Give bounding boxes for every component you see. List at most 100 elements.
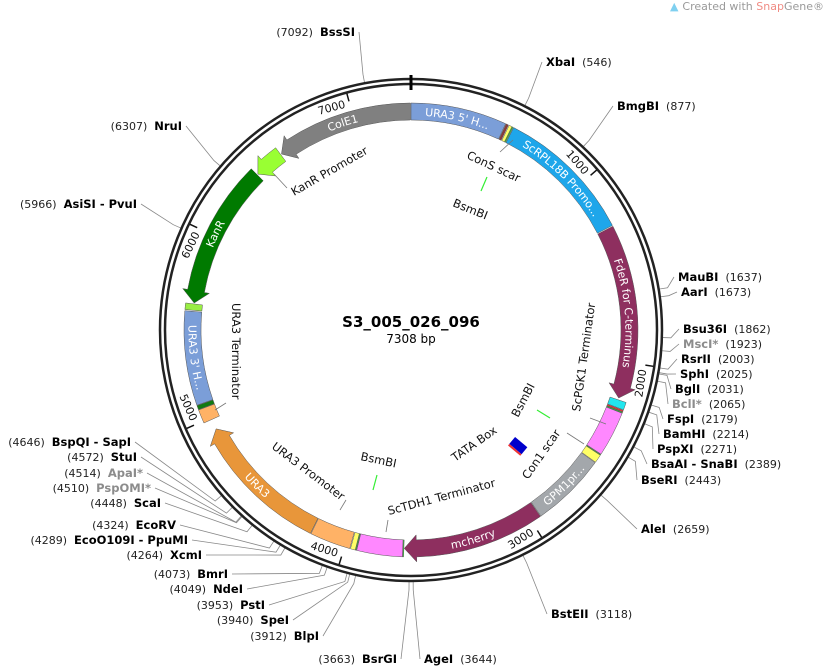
restriction-site-msci[interactable]: MscI* (1923)	[683, 337, 762, 351]
restriction-site-xbai[interactable]: XbaI (546)	[546, 55, 612, 69]
restriction-site-scai[interactable]: (4448) ScaI	[90, 496, 161, 510]
site-label[interactable]: MauBI (1637)	[678, 270, 762, 284]
site-label[interactable]: AgeI (3644)	[424, 652, 497, 666]
site-label[interactable]: AarI (1673)	[681, 285, 751, 299]
site-label[interactable]: (3663) BsrGI	[318, 652, 397, 666]
restriction-site-bcli[interactable]: BclI* (2065)	[672, 397, 745, 411]
feature-marker[interactable]	[310, 518, 355, 549]
site-label[interactable]: RsrII (2003)	[681, 352, 755, 366]
restriction-site-ecoo109i-ppumi[interactable]: (4289) EcoO109I - PpuMI	[30, 533, 188, 547]
feature-marker[interactable]	[350, 532, 360, 551]
restriction-site-rsrii[interactable]: RsrII (2003)	[681, 352, 755, 366]
site-label[interactable]: SphI (2025)	[680, 367, 753, 381]
site-label[interactable]: BmgBI (877)	[617, 99, 696, 113]
restriction-site-pspxi[interactable]: PspXI (2271)	[657, 442, 737, 456]
feature-marker[interactable]	[198, 403, 220, 424]
restriction-site-apai[interactable]: (4514) ApaI*	[64, 466, 143, 480]
restriction-site-agei[interactable]: AgeI (3644)	[424, 652, 497, 666]
site-label[interactable]: (5966) AsiSI - PvuI	[20, 197, 137, 211]
feature-gpm1pr[interactable]	[530, 452, 596, 517]
feature-marker[interactable]	[581, 445, 601, 463]
restriction-site-bmri[interactable]: (4073) BmrI	[154, 567, 228, 581]
site-label[interactable]: BclI* (2065)	[672, 397, 745, 411]
site-label[interactable]: (4324) EcoRV	[92, 518, 176, 532]
site-label[interactable]: FspI (2179)	[667, 412, 738, 426]
site-label[interactable]: (4510) PspOMI*	[53, 481, 151, 495]
feature-mcherry[interactable]	[403, 502, 541, 563]
restriction-site-bsaai-snabi[interactable]: BsaAI - SnaBI (2389)	[651, 457, 781, 471]
restriction-site-spei[interactable]: (3940) SpeI	[217, 613, 289, 627]
site-label[interactable]: (3912) BlpI	[250, 629, 319, 643]
restriction-site-sphi[interactable]: SphI (2025)	[680, 367, 753, 381]
site-name: NruI	[154, 119, 182, 133]
restriction-site-ndei[interactable]: (4049) NdeI	[169, 582, 243, 596]
restriction-sites: (7092) BssSI XbaI (546) BmgBI (877) MauBI (…	[8, 25, 781, 666]
site-label[interactable]: BamHI (2214)	[663, 427, 749, 441]
feature-marker[interactable]	[504, 126, 514, 143]
site-label[interactable]: BsaAI - SnaBI (2389)	[651, 457, 781, 471]
site-label[interactable]: Bsu36I (1862)	[683, 322, 771, 336]
restriction-site-maubi[interactable]: MauBI (1637)	[678, 270, 762, 284]
site-name: EcoO109I - PpuMI	[74, 533, 188, 547]
restriction-site-ecorv[interactable]: (4324) EcoRV	[92, 518, 176, 532]
feature-ura3-5-h[interactable]	[410, 102, 506, 140]
site-label[interactable]: (4572) StuI	[67, 450, 137, 464]
feature-marker[interactable]	[196, 399, 215, 410]
site-label[interactable]: MscI* (1923)	[683, 337, 762, 351]
site-label[interactable]: (4514) ApaI*	[64, 466, 143, 480]
restriction-site-bgli[interactable]: BglI (2031)	[675, 382, 744, 396]
restriction-site-blpi[interactable]: (3912) BlpI	[250, 629, 319, 643]
restriction-site-bsrgi[interactable]: (3663) BsrGI	[318, 652, 397, 666]
restriction-site-bamhi[interactable]: BamHI (2214)	[663, 427, 749, 441]
site-position: (1862)	[734, 323, 771, 336]
restriction-site-bspqi-sapi[interactable]: (4646) BspQI - SapI	[8, 435, 131, 449]
site-label[interactable]: (4646) BspQI - SapI	[8, 435, 131, 449]
site-label[interactable]: (4049) NdeI	[169, 582, 243, 596]
feature-marker[interactable]	[356, 533, 404, 558]
site-label[interactable]: (7092) BssSI	[276, 25, 355, 39]
restriction-site-bmgbi[interactable]: BmgBI (877)	[617, 99, 696, 113]
feature-marker[interactable]	[607, 396, 627, 411]
cons-scar-label: ConS scar	[465, 148, 523, 185]
feature-ura3[interactable]	[209, 428, 319, 534]
restriction-site-asisi-pvui[interactable]: (5966) AsiSI - PvuI	[20, 197, 137, 211]
feature-marker[interactable]	[257, 147, 287, 177]
site-label[interactable]: (3953) PstI	[197, 598, 265, 612]
restriction-site-aari[interactable]: AarI (1673)	[681, 285, 751, 299]
feature-marker[interactable]	[586, 406, 623, 455]
feature-ura3-3-h[interactable]	[183, 310, 214, 406]
site-label[interactable]: (4073) BmrI	[154, 567, 228, 581]
feature-cole1[interactable]	[281, 102, 411, 159]
restriction-site-bsteii[interactable]: BstEII (3118)	[551, 607, 632, 621]
site-leader-line	[651, 404, 664, 420]
site-leader-line	[140, 456, 233, 514]
restriction-site-bsssi[interactable]: (7092) BssSI	[276, 25, 355, 39]
site-label[interactable]: BstEII (3118)	[551, 607, 632, 621]
snapgene-watermark: ▲ Created with SnapGene®	[670, 0, 824, 13]
site-label[interactable]: BseRI (2443)	[641, 473, 721, 487]
restriction-site-xcmi[interactable]: (4264) XcmI	[126, 548, 202, 562]
site-label[interactable]: (4289) EcoO109I - PpuMI	[30, 533, 188, 547]
site-label[interactable]: AleI (2659)	[641, 522, 710, 536]
restriction-site-stui[interactable]: (4572) StuI	[67, 450, 137, 464]
restriction-site-alei[interactable]: AleI (2659)	[641, 522, 710, 536]
site-label[interactable]: (4448) ScaI	[90, 496, 161, 510]
restriction-site-nrui[interactable]: (6307) NruI	[111, 119, 182, 133]
feature-kanr[interactable]	[182, 168, 264, 304]
site-label[interactable]: BglI (2031)	[675, 382, 744, 396]
feature-fder-for-c-terminus[interactable]	[597, 225, 639, 399]
site-label[interactable]: XbaI (546)	[546, 55, 612, 69]
restriction-site-bsu36i[interactable]: Bsu36I (1862)	[683, 322, 771, 336]
restriction-site-bseri[interactable]: BseRI (2443)	[641, 473, 721, 487]
site-label[interactable]: (4264) XcmI	[126, 548, 202, 562]
feature-scrpl18b-promo[interactable]	[505, 127, 613, 234]
site-label[interactable]: PspXI (2271)	[657, 442, 737, 456]
site-label[interactable]: (3940) SpeI	[217, 613, 289, 627]
restriction-site-fspi[interactable]: FspI (2179)	[667, 412, 738, 426]
feature-marker[interactable]	[184, 302, 203, 312]
restriction-site-pspomi[interactable]: (4510) PspOMI*	[53, 481, 151, 495]
restriction-site-psti[interactable]: (3953) PstI	[197, 598, 265, 612]
site-position: (4514)	[64, 467, 101, 480]
feature-marker[interactable]	[498, 123, 509, 141]
site-label[interactable]: (6307) NruI	[111, 119, 182, 133]
